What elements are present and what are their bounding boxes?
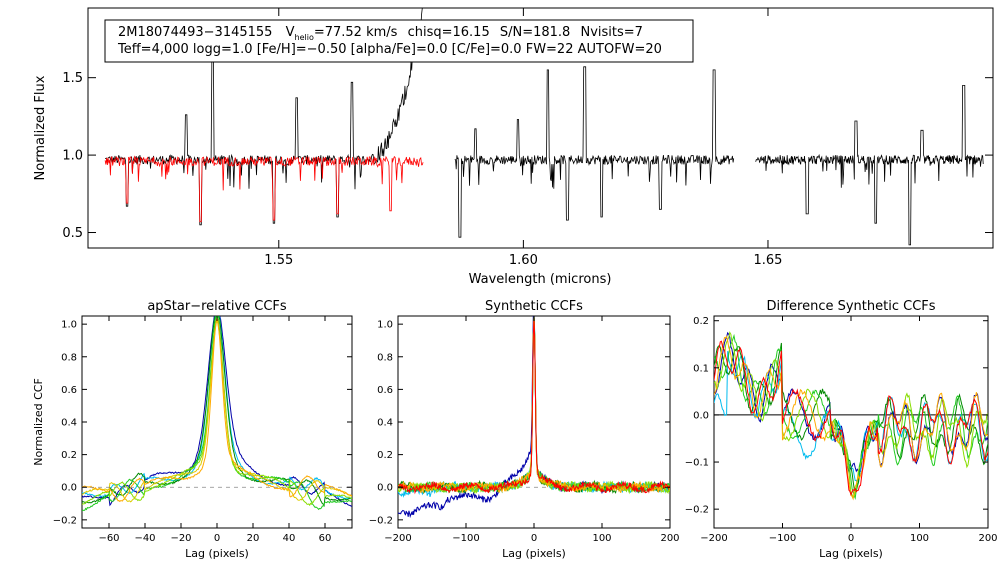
x-tick-label: 40: [283, 533, 296, 544]
chisq: chisq=16.15: [408, 25, 490, 40]
ccf-line-5: [82, 317, 352, 507]
ccf-line-7: [82, 316, 352, 503]
x-tick-label: 200: [660, 533, 679, 544]
spectrum-lines: [104, 8, 984, 246]
synthetic-ccf-ticks: −200 −100 0 100 200 −0.2 0.0 0.2 0.4 0.6 0.8 1.0: [369, 316, 680, 544]
difference-ccf-ticks: −200 −100 0 100 200 −0.2 −0.1 0.0 0.1 0.2: [685, 316, 998, 544]
vhelio-value: =77.52 km/s: [314, 25, 398, 40]
x-tick-label: 0: [531, 533, 537, 544]
spectrum-axes-frame: [87, 7, 994, 249]
spectrum-ticks: 1.55 1.60 1.65 0.5 1.0 1.5: [62, 8, 993, 268]
spectrum-panel: 1.55 1.60 1.65 0.5 1.0 1.5 Wavelength (micron…: [33, 7, 994, 287]
y-tick-label: 0.6: [377, 385, 393, 396]
y-tick-label: 0.6: [61, 385, 77, 396]
synthetic-ccf-line-4: [398, 316, 670, 494]
x-tick-label: −20: [170, 533, 191, 544]
spectrum-ylabel: Normalized Flux: [33, 75, 48, 180]
ccf-line-2: [82, 316, 352, 500]
x-tick-label: 1.65: [753, 253, 782, 268]
y-tick-label: −0.2: [53, 515, 77, 526]
y-tick-label: 0.0: [693, 410, 709, 421]
x-tick-label: 1.55: [264, 253, 293, 268]
difference-ccf-axes-frame: [713, 315, 989, 529]
difference-ccf-line-3: [714, 342, 988, 493]
difference-ccf-title: Difference Synthetic CCFs: [766, 299, 935, 314]
synthetic-ccf-line-5: [398, 316, 670, 495]
y-tick-label: 1.0: [61, 320, 77, 331]
apstar-ccf-lines: [82, 316, 352, 512]
apstar-ccf-ylabel: Normalized CCF: [32, 378, 45, 466]
spectrum-xlabel: Wavelength (microns): [469, 272, 612, 287]
y-tick-label: −0.1: [685, 458, 709, 469]
difference-ccf-lines: [714, 331, 988, 501]
ccf-line-3: [82, 316, 352, 508]
synthetic-ccf-line-3: [398, 316, 670, 495]
snr: S/N=181.8: [500, 25, 570, 40]
x-tick-label: −100: [452, 533, 479, 544]
y-tick-label: 1.0: [377, 320, 393, 331]
y-tick-label: 0.0: [61, 483, 77, 494]
apstar-ccf-xlabel: Lag (pixels): [185, 547, 249, 560]
x-tick-label: 100: [592, 533, 611, 544]
x-tick-label: −60: [98, 533, 119, 544]
model-spectrum-line: [104, 155, 424, 223]
y-tick-label: 0.1: [693, 363, 709, 374]
synthetic-ccf-title: Synthetic CCFs: [485, 299, 583, 314]
synthetic-ccf-lines: [398, 316, 670, 519]
apstar-ccf-axes-frame: [81, 315, 353, 529]
y-tick-label: −0.2: [369, 515, 393, 526]
difference-ccf-line-7: [714, 340, 988, 497]
synthetic-ccf-panel: −200 −100 0 100 200 −0.2 0.0 0.2 0.4 0.6 0.8 1.0 Sy…: [369, 299, 680, 560]
x-tick-label: −200: [700, 533, 727, 544]
y-tick-label: 0.8: [61, 352, 77, 363]
y-tick-label: 0.0: [377, 483, 393, 494]
nvisits: Nvisits=7: [580, 25, 642, 40]
y-tick-label: 0.4: [377, 418, 393, 429]
x-tick-label: 60: [319, 533, 332, 544]
difference-ccf-xlabel: Lag (pixels): [819, 547, 883, 560]
header-line-1: 2M18074493−3145155 Vhelio=77.52 km/s chi…: [118, 25, 643, 42]
difference-ccf-line-2: [714, 351, 988, 485]
y-tick-label: 0.8: [377, 352, 393, 363]
y-tick-label: 1.0: [62, 149, 83, 164]
header-box: [104, 19, 694, 63]
apstar-ccf-panel: −60 −40 −20 0 20 40 60 −0.2 0.0 0.2 0.4 0.6 0.8 1.0 a…: [32, 299, 353, 560]
x-tick-label: 20: [247, 533, 260, 544]
synthetic-ccf-axes-frame: [397, 315, 671, 529]
difference-ccf-line-4: [714, 333, 988, 501]
x-tick-label: 1.60: [509, 253, 538, 268]
synthetic-ccf-line-7: [398, 316, 670, 495]
header-line-2: Teff=4,000 logg=1.0 [Fe/H]=−0.50 [alpha/…: [117, 42, 662, 57]
y-tick-label: 0.5: [62, 226, 83, 241]
x-tick-label: 0: [214, 533, 220, 544]
ccf-line-6: [82, 320, 352, 503]
apstar-ccf-title: apStar−relative CCFs: [147, 299, 287, 314]
y-tick-label: −0.2: [685, 505, 709, 516]
star-id: 2M18074493−3145155: [118, 25, 272, 40]
y-tick-label: 0.2: [693, 316, 709, 327]
y-tick-label: 0.2: [61, 450, 77, 461]
synthetic-ccf-line-2: [398, 316, 670, 498]
y-tick-label: 0.2: [377, 450, 393, 461]
synthetic-ccf-line-6: [398, 316, 670, 494]
x-tick-label: −200: [384, 533, 411, 544]
x-tick-label: 0: [848, 533, 854, 544]
synthetic-ccf-xlabel: Lag (pixels): [502, 547, 566, 560]
y-tick-label: 1.5: [62, 71, 83, 86]
x-tick-label: 100: [910, 533, 929, 544]
difference-ccf-panel: −200 −100 0 100 200 −0.2 −0.1 0.0 0.1 0.2 Differe…: [685, 299, 998, 560]
vhelio-subscript: helio: [295, 33, 314, 42]
ccf-line-1: [82, 316, 352, 507]
vhelio-label: V: [286, 25, 295, 40]
x-tick-label: −40: [134, 533, 155, 544]
y-tick-label: 0.4: [61, 418, 77, 429]
x-tick-label: 200: [978, 533, 997, 544]
x-tick-label: −100: [769, 533, 796, 544]
apstar-ccf-ticks: −60 −40 −20 0 20 40 60 −0.2 0.0 0.2 0.4 0.6 0.8 1.0: [53, 316, 352, 544]
